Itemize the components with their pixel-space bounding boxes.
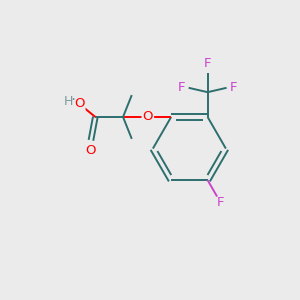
Text: O: O: [86, 144, 96, 157]
Text: F: F: [217, 196, 224, 208]
Text: O: O: [142, 110, 153, 124]
Text: F: F: [204, 57, 212, 70]
Text: H: H: [64, 95, 73, 108]
Text: F: F: [178, 81, 185, 94]
Text: F: F: [230, 81, 238, 94]
Text: O: O: [74, 97, 85, 110]
Text: ·: ·: [70, 93, 76, 108]
